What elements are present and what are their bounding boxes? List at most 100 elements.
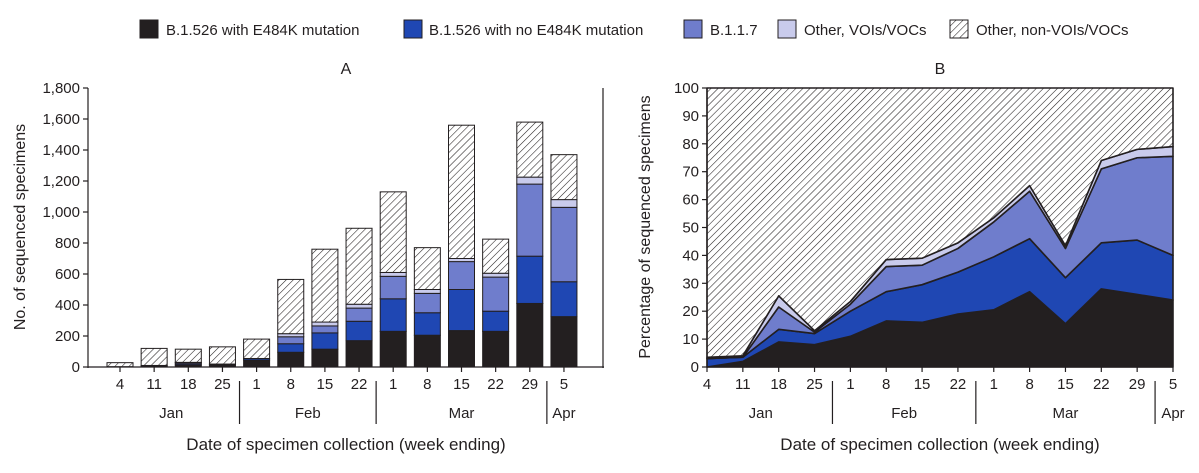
bar-segment-b-1-526-with-no-e484k-mutation xyxy=(550,281,578,318)
y-tick-label: 50 xyxy=(682,220,699,237)
bar-segment-b-1-526-with-e484k-mutation xyxy=(413,334,441,368)
bar-segment-b-1-526-with-no-e484k-mutation xyxy=(277,343,305,353)
bar-segment-b-1-526-with-no-e484k-mutation xyxy=(448,289,475,332)
bar-stack-6 xyxy=(311,248,339,368)
bar-segment-other-vois-vocs xyxy=(413,289,441,294)
panel-b-title: B xyxy=(935,61,946,78)
x-tick-label: 5 xyxy=(1169,376,1177,393)
bar-stack-5 xyxy=(277,278,305,368)
bar-segment-other-vois-vocs xyxy=(311,321,339,327)
x-tick-label: 15 xyxy=(453,376,470,393)
bar-segment-b-1-526-with-no-e484k-mutation xyxy=(379,298,407,332)
x-tick-label: 5 xyxy=(560,376,568,393)
bar-segment-b-1-526-with-e484k-mutation xyxy=(379,330,407,368)
month-label: Apr xyxy=(552,405,575,422)
bar-segment-other-non-vois-vocs xyxy=(106,362,134,368)
bar-segment-other-non-vois-vocs xyxy=(413,247,441,290)
bar-segment-b-1-526-with-e484k-mutation xyxy=(277,351,305,368)
bar-segment-other-non-vois-vocs xyxy=(174,348,202,363)
bar-segment-b-1-526-with-e484k-mutation xyxy=(243,359,271,368)
y-tick-label: 40 xyxy=(682,247,699,264)
bar-segment-b-1-526-with-e484k-mutation xyxy=(311,348,339,368)
legend-swatch xyxy=(777,19,797,39)
month-label: Feb xyxy=(295,405,321,422)
bar-segment-b-1-526-with-e484k-mutation xyxy=(482,330,510,368)
bar-segment-other-non-vois-vocs xyxy=(516,121,544,178)
x-tick-label: 11 xyxy=(146,376,162,393)
bar-stack-9 xyxy=(413,247,441,368)
panel-b-x-axis-label: Date of specimen collection (week ending… xyxy=(780,435,1099,454)
bar-segment-other-non-vois-vocs xyxy=(140,347,168,366)
legend-item-b1526-no-e484k: B.1.526 with no E484K mutation xyxy=(403,19,643,39)
x-tick-label: 15 xyxy=(1057,376,1074,393)
y-tick-label: 100 xyxy=(674,80,699,97)
y-tick-label: 20 xyxy=(682,303,699,320)
bar-segment-b-1-526-with-no-e484k-mutation xyxy=(413,312,441,336)
bar-segment-other-non-vois-vocs xyxy=(448,124,475,259)
bar-segment-other-non-vois-vocs xyxy=(277,278,305,335)
panel-b-y-axis-label: Percentage of sequenced specimens xyxy=(637,95,654,358)
bar-segment-other-non-vois-vocs xyxy=(208,346,236,365)
bar-stack-2 xyxy=(174,348,202,368)
y-tick-label: 0 xyxy=(691,359,699,376)
panel-a-chart: A No. of sequenced specimens Date of spe… xyxy=(12,61,604,454)
x-tick-label: 22 xyxy=(487,376,504,393)
bar-segment-b-1-1-7 xyxy=(379,275,407,300)
bar-stack-11 xyxy=(482,238,510,368)
x-tick-label: 25 xyxy=(214,376,231,393)
legend-label: Other, VOIs/VOCs xyxy=(804,22,927,39)
legend-swatch xyxy=(683,19,703,39)
legend-label: B.1.1.7 xyxy=(710,22,758,39)
bar-segment-b-1-526-with-e484k-mutation xyxy=(345,340,373,368)
bar-segment-other-non-vois-vocs xyxy=(311,248,339,323)
legend-item-other-non-voi-voc: Other, non-VOIs/VOCs xyxy=(949,19,1129,39)
x-tick-label: 15 xyxy=(914,376,931,393)
bar-segment-other-vois-vocs xyxy=(550,199,578,208)
y-tick-label: 70 xyxy=(682,164,699,181)
legend-label: B.1.526 with no E484K mutation xyxy=(429,22,643,39)
panel-a-bars xyxy=(106,121,578,368)
y-tick-label: 1,800 xyxy=(42,80,80,97)
y-tick-label: 600 xyxy=(55,266,80,283)
y-tick-label: 90 xyxy=(682,108,699,125)
x-tick-label: 22 xyxy=(950,376,967,393)
bar-segment-other-vois-vocs xyxy=(345,303,373,309)
month-label: Feb xyxy=(891,405,917,422)
month-label: Mar xyxy=(449,405,475,422)
bar-segment-other-vois-vocs xyxy=(482,272,510,278)
bar-segment-b-1-526-with-no-e484k-mutation xyxy=(516,255,544,304)
bar-segment-other-non-vois-vocs xyxy=(550,154,578,201)
panel-b-y-ticks: 0 10 20 30 40 50 60 70 80 90 100 xyxy=(674,80,707,376)
bar-segment-b-1-526-with-no-e484k-mutation xyxy=(311,332,339,350)
area-other-non-vois-vocs xyxy=(706,87,1174,359)
y-tick-label: 0 xyxy=(72,359,80,376)
month-label: Jan xyxy=(749,405,773,422)
x-tick-label: 15 xyxy=(317,376,334,393)
bar-segment-b-1-1-7 xyxy=(482,276,510,312)
legend-label: B.1.526 with E484K mutation xyxy=(166,22,359,39)
y-tick-label: 10 xyxy=(682,331,699,348)
y-tick-label: 1,600 xyxy=(42,111,80,128)
legend-item-other-voi-voc: Other, VOIs/VOCs xyxy=(777,19,927,39)
bar-stack-4 xyxy=(243,338,271,368)
legend-item-b117: B.1.1.7 xyxy=(683,19,758,39)
bar-stack-0 xyxy=(106,362,134,368)
y-tick-label: 60 xyxy=(682,192,699,209)
legend-swatch xyxy=(949,19,969,39)
bar-stack-10 xyxy=(448,124,475,368)
x-tick-label: 4 xyxy=(703,376,711,393)
panel-a-x-axis-label: Date of specimen collection (week ending… xyxy=(186,435,505,454)
bar-segment-b-1-1-7 xyxy=(345,307,373,322)
bar-segment-b-1-1-7 xyxy=(516,183,544,257)
y-tick-label: 1,400 xyxy=(42,142,80,159)
x-tick-label: 8 xyxy=(1025,376,1033,393)
bar-segment-b-1-1-7 xyxy=(311,325,339,334)
y-tick-label: 200 xyxy=(55,328,80,345)
month-label: Jan xyxy=(159,405,183,422)
x-tick-label: 22 xyxy=(1093,376,1110,393)
bar-segment-b-1-526-with-no-e484k-mutation xyxy=(482,310,510,332)
legend-swatch xyxy=(403,19,423,39)
